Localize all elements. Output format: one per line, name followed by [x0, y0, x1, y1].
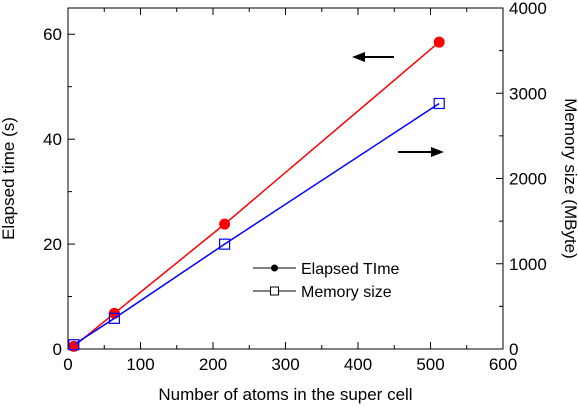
x-tick-label: 100 — [126, 355, 154, 374]
y2-axis-title: Memory size (MByte) — [561, 98, 578, 259]
data-point-elapsed-time — [219, 218, 231, 230]
y2-tick-label: 2000 — [509, 170, 547, 189]
legend-marker-memory-size — [270, 286, 279, 296]
x-tick-label: 400 — [344, 355, 372, 374]
legend-item-elapsed-time: Elapsed TIme — [253, 261, 400, 278]
x-tick-label: 500 — [416, 355, 444, 374]
arrow-right-memory-head — [431, 147, 444, 157]
data-point-memory-size — [433, 97, 445, 110]
y-axis-title: Elapsed time (s) — [0, 117, 18, 240]
x-tick-label: 600 — [489, 355, 517, 374]
series-line-memory-size — [73, 102, 440, 346]
legend: Elapsed TIme Memory size — [253, 261, 400, 301]
tick-labels: 0 100 200 300 400 500 600020406001000200030004… — [43, 0, 547, 374]
y-tick-label: 40 — [43, 130, 62, 149]
legend-marker-elapsed-time — [271, 264, 278, 272]
legend-label-memory-size: Memory size — [301, 284, 392, 301]
data-point-elapsed-time — [433, 36, 445, 48]
x-tick-label: 0 — [63, 355, 72, 374]
y-tick-label: 60 — [43, 25, 62, 44]
y2-tick-label: 0 — [509, 340, 518, 359]
x-tick-label: 200 — [199, 355, 227, 374]
series-line-elapsed-time — [73, 41, 440, 347]
y2-tick-label: 1000 — [509, 255, 547, 274]
data-point-memory-size — [68, 339, 80, 351]
data-point-memory-size — [219, 238, 231, 250]
arrow-left-elapsed-head — [352, 52, 365, 62]
y2-tick-label: 4000 — [509, 0, 547, 18]
series-layer — [68, 36, 445, 352]
axis-ticks — [67, 7, 504, 350]
annotation-arrows — [352, 52, 444, 157]
x-tick-label: 300 — [271, 355, 299, 374]
legend-item-memory-size: Memory size — [253, 284, 392, 301]
legend-label-elapsed-time: Elapsed TIme — [301, 261, 400, 278]
y-tick-label: 20 — [43, 235, 62, 254]
x-axis-title: Number of atoms in the super cell — [158, 385, 412, 404]
y2-tick-label: 3000 — [509, 84, 547, 103]
y-tick-label: 0 — [53, 340, 62, 359]
data-point-memory-size — [108, 312, 121, 324]
